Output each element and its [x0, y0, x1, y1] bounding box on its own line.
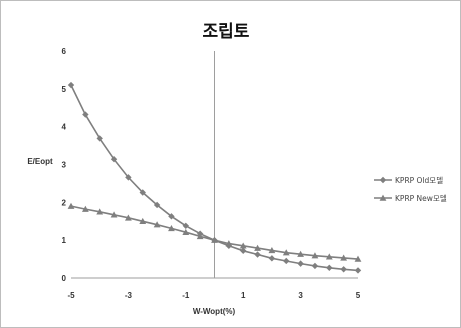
x-tick-label: 3	[298, 291, 303, 300]
data-point	[96, 208, 104, 215]
data-point	[125, 214, 132, 221]
data-point	[139, 217, 147, 224]
x-tick-label: -3	[125, 291, 133, 300]
data-point	[196, 232, 204, 240]
y-axis-label: E/Eopt	[27, 157, 53, 166]
data-point	[325, 253, 333, 260]
data-point	[282, 249, 290, 256]
legend-item: KPRP Old모델	[374, 176, 443, 185]
legend-label: KPRP New모델	[395, 194, 447, 203]
data-point	[125, 174, 132, 181]
data-point	[168, 213, 175, 220]
data-point	[297, 260, 304, 267]
series-group	[67, 81, 362, 274]
legend-marker	[379, 194, 387, 201]
data-point	[240, 247, 247, 254]
legend-marker	[379, 176, 387, 184]
y-tick-label: 5	[62, 85, 67, 94]
legend: KPRP Old모델 KPRP New모델	[374, 176, 447, 203]
x-tick-label: -5	[67, 291, 75, 300]
data-point	[168, 225, 175, 232]
data-point	[254, 244, 261, 251]
data-point	[96, 135, 103, 142]
data-point	[67, 81, 75, 89]
data-point	[211, 236, 218, 243]
data-point	[340, 254, 348, 261]
data-point	[82, 111, 89, 118]
legend-label: KPRP Old모델	[395, 176, 443, 185]
axes	[71, 51, 358, 279]
y-tick-label: 3	[62, 161, 67, 170]
data-point	[311, 252, 319, 259]
data-point	[354, 255, 362, 262]
data-point	[67, 202, 75, 209]
y-tick-label: 4	[62, 123, 67, 132]
x-tick-label: 1	[241, 291, 246, 300]
data-point	[297, 250, 304, 257]
x-tick-label: 5	[356, 291, 361, 300]
data-point	[182, 222, 189, 229]
y-tick-label: 1	[62, 236, 67, 245]
data-point	[311, 262, 319, 270]
data-point	[239, 242, 247, 249]
series-2	[67, 202, 362, 262]
data-point	[153, 221, 161, 228]
data-point	[326, 264, 333, 271]
data-point	[81, 205, 89, 212]
data-point	[268, 246, 276, 254]
data-point	[340, 266, 347, 273]
data-point	[139, 189, 146, 196]
data-point	[283, 257, 290, 265]
data-point	[110, 156, 118, 163]
y-tick-label: 2	[62, 198, 67, 207]
data-point	[354, 267, 362, 274]
data-point	[153, 201, 161, 209]
data-point	[254, 251, 261, 258]
y-tick-label: 0	[62, 274, 67, 283]
data-point	[225, 240, 233, 247]
data-point	[268, 255, 276, 262]
chart-title: 조립토	[203, 22, 250, 42]
tick-labels: 0 1 2 3 4 5 6 -5 -3 -1 1 3 5	[62, 47, 361, 300]
legend-item: KPRP New모델	[374, 194, 447, 203]
data-point	[110, 211, 118, 218]
x-tick-label: -1	[182, 291, 190, 300]
data-point	[182, 228, 190, 235]
x-axis-label: W-Wopt(%)	[193, 307, 236, 316]
y-tick-label: 6	[62, 47, 67, 56]
